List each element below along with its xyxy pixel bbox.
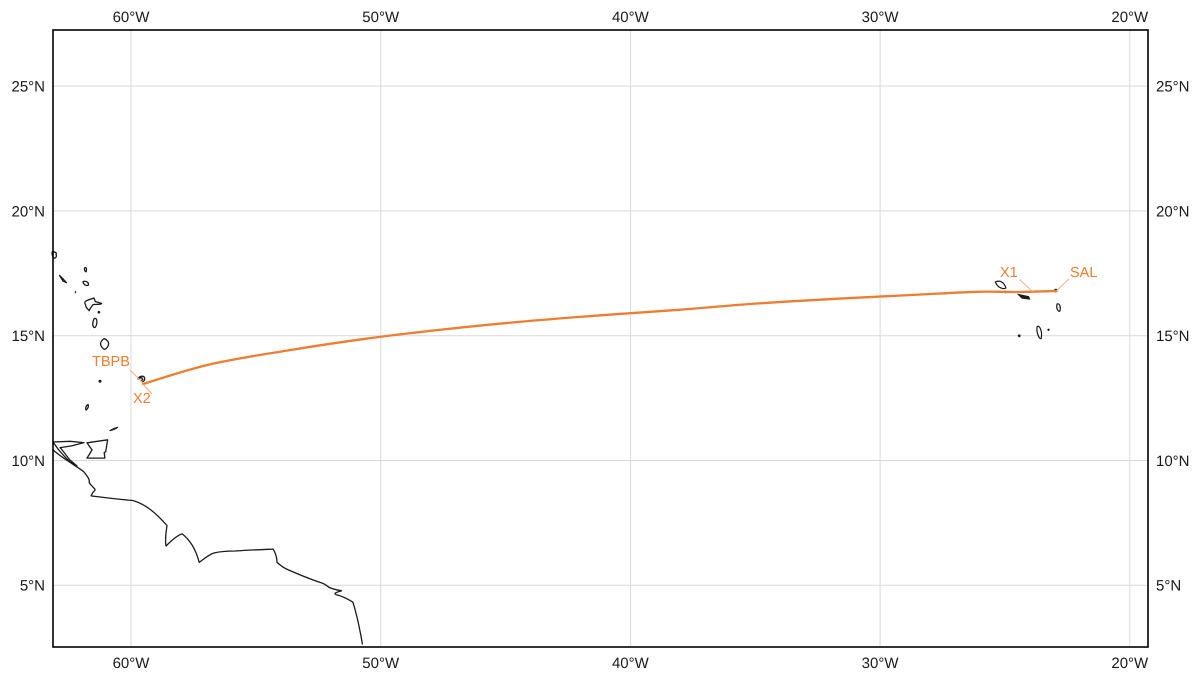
svg-text:X1: X1 — [1000, 265, 1018, 281]
svg-text:TBPB: TBPB — [92, 354, 130, 370]
svg-text:5°N: 5°N — [20, 578, 45, 595]
svg-text:20°N: 20°N — [11, 203, 45, 220]
svg-text:50°W: 50°W — [362, 9, 400, 26]
svg-text:50°W: 50°W — [362, 655, 400, 672]
svg-text:40°W: 40°W — [612, 655, 650, 672]
svg-text:5°N: 5°N — [1156, 578, 1181, 595]
svg-text:20°W: 20°W — [1111, 655, 1149, 672]
svg-text:X2: X2 — [133, 391, 151, 407]
svg-text:25°N: 25°N — [11, 79, 45, 96]
svg-text:SAL: SAL — [1070, 265, 1097, 281]
svg-text:30°W: 30°W — [862, 9, 900, 26]
svg-text:60°W: 60°W — [113, 9, 151, 26]
svg-text:40°W: 40°W — [612, 9, 650, 26]
svg-text:20°W: 20°W — [1111, 9, 1149, 26]
svg-text:30°W: 30°W — [862, 655, 900, 672]
svg-text:20°N: 20°N — [1156, 203, 1190, 220]
svg-text:60°W: 60°W — [113, 655, 151, 672]
svg-text:25°N: 25°N — [1156, 79, 1190, 96]
svg-text:10°N: 10°N — [1156, 453, 1190, 470]
svg-text:15°N: 15°N — [1156, 328, 1190, 345]
svg-text:10°N: 10°N — [11, 453, 45, 470]
svg-text:15°N: 15°N — [11, 328, 45, 345]
